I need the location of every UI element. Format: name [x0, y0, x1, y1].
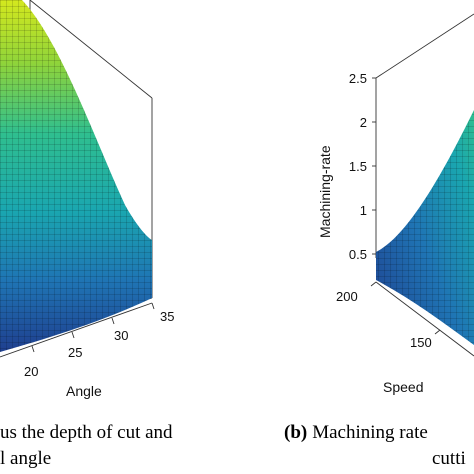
right-caption-text: Machining rate — [312, 422, 428, 443]
left-surface — [0, 0, 152, 352]
right-frame-top-edge — [375, 13, 474, 79]
right-y-tick-label-0: 200 — [336, 289, 358, 304]
right-y-ticks — [370, 281, 441, 335]
right-z-tick-label-1: 1 — [360, 203, 367, 218]
right-panel: 2.5 2 1.5 1 0.5 Machining-rate 200 150 S… — [284, 13, 474, 469]
left-x-tick-label-0: 20 — [24, 364, 38, 379]
left-x-tick-mark-2 — [111, 317, 115, 325]
left-x-tick-mark-1 — [71, 331, 75, 339]
right-z-axis-label: Machining-rate — [317, 145, 333, 238]
left-x-ticks — [31, 302, 155, 353]
right-y-tick-label-1: 150 — [410, 335, 432, 350]
left-panel: 20 25 30 35 Angle us the depth of cut an… — [0, 0, 174, 469]
left-x-tick-label-1: 25 — [68, 345, 82, 360]
left-frame-top-edge — [29, 0, 153, 99]
right-surface — [376, 110, 474, 345]
right-y-tick-mark-1 — [434, 329, 441, 335]
left-x-tick-label-3: 35 — [160, 309, 174, 324]
right-z-tick-label-2: 1.5 — [349, 159, 367, 174]
right-z-ticks — [372, 77, 376, 255]
right-caption-prefix: (b) — [284, 422, 307, 443]
right-y-axis-label: Speed — [383, 379, 423, 395]
left-x-axis-line — [0, 302, 153, 358]
right-y-axis-line — [375, 281, 474, 357]
left-x-tick-label-2: 30 — [114, 328, 128, 343]
right-z-tick-label-3: 2 — [360, 115, 367, 130]
right-z-tick-label-0: 0.5 — [349, 247, 367, 262]
right-caption-line-1: (b) Machining rate — [284, 422, 428, 443]
left-caption-line-1: us the depth of cut and — [0, 422, 173, 443]
left-x-axis-label: Angle — [66, 383, 102, 399]
right-y-tick-mark-0 — [370, 281, 377, 287]
left-caption-line-2: l angle — [0, 448, 51, 469]
left-x-tick-mark-0 — [31, 345, 35, 353]
left-x-tick-mark-3 — [151, 302, 155, 310]
right-caption-line-2: cutti — [432, 448, 466, 469]
right-z-tick-label-4: 2.5 — [349, 71, 367, 86]
